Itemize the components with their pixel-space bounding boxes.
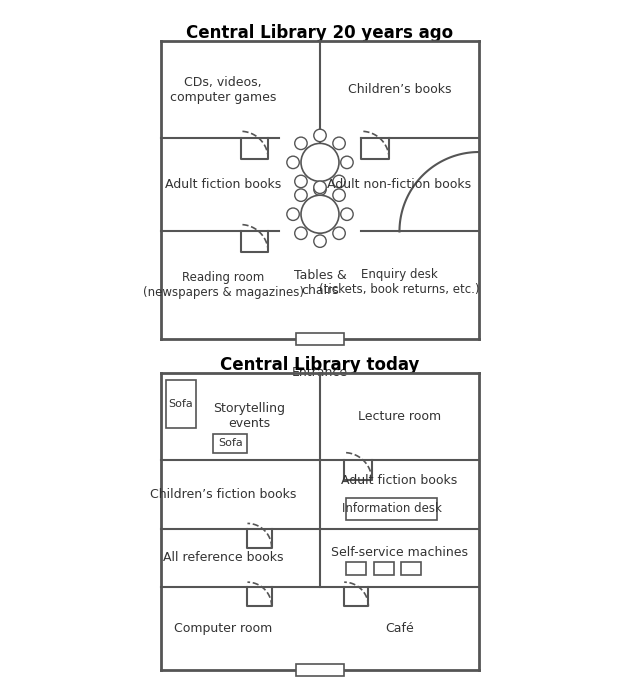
Text: Central Library today: Central Library today [220,356,420,374]
Circle shape [333,227,345,240]
Circle shape [314,235,326,247]
Circle shape [340,208,353,220]
Text: Lecture room: Lecture room [358,410,441,423]
Circle shape [295,137,307,149]
Circle shape [295,227,307,240]
Circle shape [314,181,326,193]
Bar [213,434,248,453]
Circle shape [340,156,353,169]
Bar [346,498,438,520]
Text: Sofa: Sofa [218,438,243,448]
Bar [296,332,344,345]
Text: All reference books: All reference books [163,551,284,565]
Text: Café: Café [385,623,414,635]
Text: Entrance: Entrance [292,366,348,379]
Text: Sofa: Sofa [169,399,193,409]
Circle shape [295,189,307,201]
Circle shape [301,144,339,182]
Text: Self-service machines: Self-service machines [331,547,468,559]
Bar [166,380,196,428]
Text: Enquiry desk
(tickets, book returns, etc.): Enquiry desk (tickets, book returns, etc… [319,267,480,296]
Circle shape [314,129,326,142]
Text: Children’s books: Children’s books [348,84,451,96]
Circle shape [314,183,326,196]
Text: Storytelling
events: Storytelling events [213,402,285,430]
Text: Adult fiction books: Adult fiction books [165,178,282,191]
Text: Reading room
(newspapers & magazines): Reading room (newspapers & magazines) [143,271,304,299]
Circle shape [333,176,345,188]
Text: Information desk: Information desk [342,502,442,515]
Text: CDs, videos,
computer games: CDs, videos, computer games [170,76,276,104]
Circle shape [301,196,339,234]
Text: Adult non-fiction books: Adult non-fiction books [328,178,472,191]
Circle shape [333,137,345,149]
Bar [346,562,366,575]
Circle shape [295,176,307,188]
Circle shape [333,189,345,201]
Text: Computer room: Computer room [174,623,273,635]
Text: Tables &
chairs: Tables & chairs [294,269,346,297]
Bar [401,562,421,575]
Circle shape [287,156,300,169]
Text: Children’s fiction books: Children’s fiction books [150,488,296,500]
Circle shape [287,208,300,220]
Text: Central Library 20 years ago: Central Library 20 years ago [186,24,454,42]
Bar [296,664,344,676]
Bar [374,562,394,575]
Text: Adult fiction books: Adult fiction books [341,474,458,486]
